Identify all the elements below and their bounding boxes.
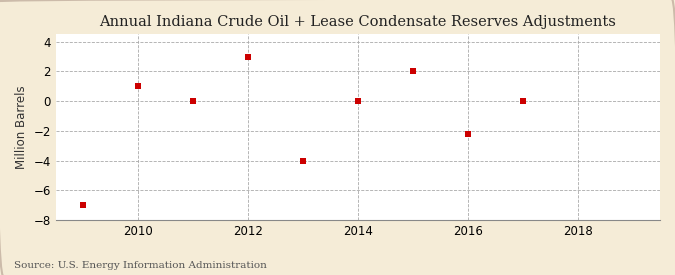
Title: Annual Indiana Crude Oil + Lease Condensate Reserves Adjustments: Annual Indiana Crude Oil + Lease Condens…	[99, 15, 616, 29]
Y-axis label: Million Barrels: Million Barrels	[15, 86, 28, 169]
Text: Source: U.S. Energy Information Administration: Source: U.S. Energy Information Administ…	[14, 260, 267, 270]
